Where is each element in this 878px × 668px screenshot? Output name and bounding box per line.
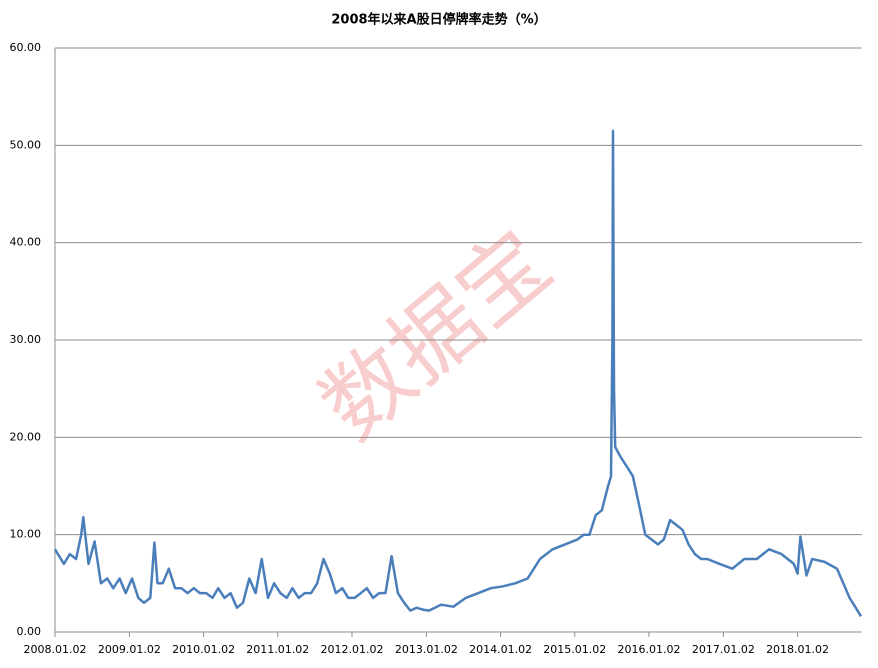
x-tick-label: 2015.01.02 (543, 643, 606, 656)
y-tick-label: 40.00 (10, 236, 42, 249)
series-line (53, 129, 863, 618)
y-tick-label: 50.00 (10, 138, 42, 151)
watermark: 数据宝 (302, 211, 570, 460)
x-tick-label: 2014.01.02 (469, 643, 532, 656)
chart-title: 2008年以来A股日停牌率走势（%） (331, 12, 546, 28)
x-tick-label: 2018.01.02 (766, 643, 829, 656)
x-tick-label: 2012.01.02 (320, 643, 383, 656)
x-tick-label: 2011.01.02 (246, 643, 309, 656)
y-tick-label: 30.00 (10, 333, 42, 346)
x-tick-label: 2009.01.02 (98, 643, 161, 656)
y-tick-label: 20.00 (10, 430, 42, 443)
x-tick-label: 2010.01.02 (172, 643, 235, 656)
y-tick-label: 60.00 (10, 41, 42, 54)
y-tick-label: 0.00 (17, 625, 42, 638)
x-tick-label: 2016.01.02 (617, 643, 680, 656)
x-tick-label: 2017.01.02 (692, 643, 755, 656)
x-tick-label: 2008.01.02 (24, 643, 87, 656)
x-tick-label: 2013.01.02 (395, 643, 458, 656)
y-tick-label: 10.00 (10, 528, 42, 541)
